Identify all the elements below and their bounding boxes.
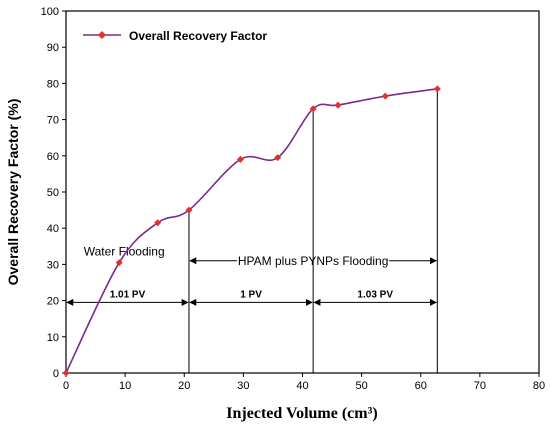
y-tick-label: 50 xyxy=(47,187,59,199)
data-point xyxy=(381,92,389,100)
y-tick-label: 80 xyxy=(47,78,59,90)
y-tick-label: 20 xyxy=(47,296,59,308)
data-point xyxy=(334,101,342,109)
data-point xyxy=(309,105,317,113)
legend-label: Overall Recovery Factor xyxy=(129,29,267,43)
y-tick-label: 0 xyxy=(53,368,59,380)
annotations: 1.01 PV 1 PV 1.03 PV HPAM plus PYNPs Floodi… xyxy=(66,88,438,373)
x-tick-label: 50 xyxy=(356,380,368,392)
y-tick-label: 60 xyxy=(47,151,59,163)
x-tick-label: 10 xyxy=(119,380,131,392)
x-axis-ticks: 0 10 20 30 40 50 60 70 80 xyxy=(63,373,545,392)
pv-label: 1 PV xyxy=(240,289,262,300)
y-tick-label: 10 xyxy=(47,332,59,344)
pv-label: 1.01 PV xyxy=(110,289,146,300)
legend: Overall Recovery Factor xyxy=(83,29,267,43)
data-point xyxy=(236,155,244,163)
x-tick-label: 20 xyxy=(178,380,190,392)
y-tick-label: 100 xyxy=(41,6,59,18)
water-flooding-label: Water Flooding xyxy=(84,244,165,258)
x-tick-label: 70 xyxy=(474,380,486,392)
x-tick-label: 0 xyxy=(63,380,69,392)
pv-label: 1.03 PV xyxy=(357,289,393,300)
y-tick-label: 90 xyxy=(47,42,59,54)
x-tick-label: 80 xyxy=(533,380,545,392)
x-tick-label: 60 xyxy=(415,380,427,392)
plot-frame xyxy=(65,10,540,374)
y-tick-label: 70 xyxy=(47,115,59,127)
series-layer xyxy=(62,85,441,377)
data-point xyxy=(185,206,193,214)
legend-marker xyxy=(98,31,106,39)
data-point xyxy=(115,259,123,267)
series-line xyxy=(65,88,438,374)
data-point xyxy=(154,219,162,227)
data-point xyxy=(62,369,70,377)
x-tick-label: 40 xyxy=(296,380,308,392)
data-point xyxy=(433,85,441,93)
y-axis-ticks: 0 10 20 30 40 50 60 70 80 90 100 xyxy=(41,6,66,380)
hpam-label: HPAM plus PYNPs Flooding xyxy=(238,254,389,268)
y-tick-label: 40 xyxy=(47,223,59,235)
y-tick-label: 30 xyxy=(47,259,59,271)
data-point xyxy=(274,154,282,162)
x-axis-title: Injected Volume (cm³) xyxy=(226,405,377,422)
x-tick-label: 30 xyxy=(237,380,249,392)
y-axis-title: Overall Recovery Factor (%) xyxy=(5,99,21,286)
